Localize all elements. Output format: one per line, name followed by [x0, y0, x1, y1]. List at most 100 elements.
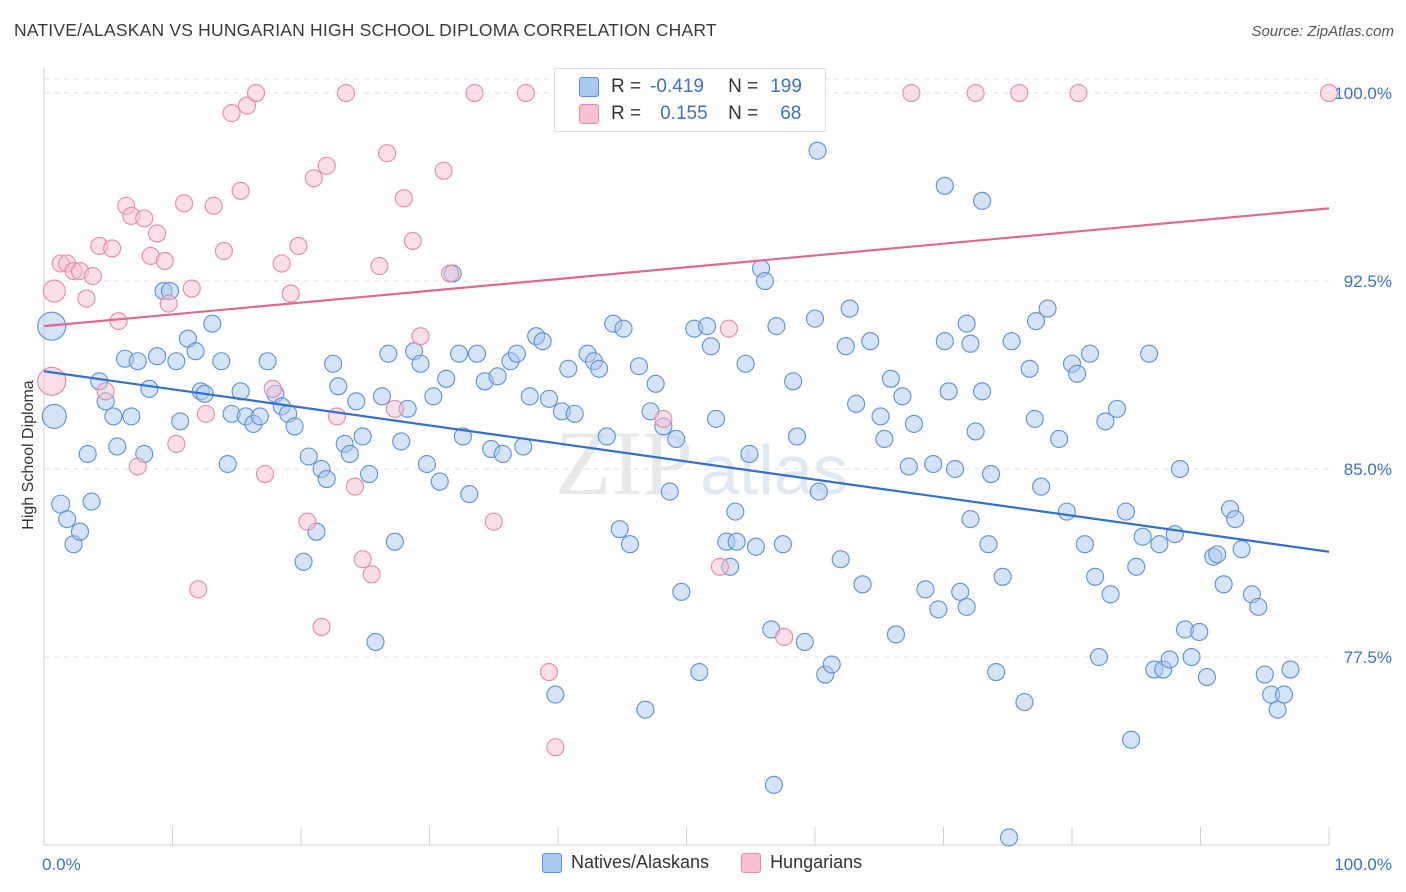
hungarians-point — [1010, 84, 1029, 103]
legend-row-natives: R = -0.419 N = 199 — [579, 74, 802, 100]
natives-point — [437, 369, 456, 388]
natives-point — [317, 470, 336, 489]
hungarians-point — [710, 557, 729, 576]
natives-point — [597, 427, 616, 446]
hungarians-point — [246, 84, 266, 103]
hungarians-swatch — [579, 104, 599, 124]
y-tick-label: 77.5% — [1344, 648, 1392, 667]
natives-point — [1002, 332, 1021, 351]
natives-point — [1133, 527, 1152, 546]
natives-point — [951, 582, 970, 601]
natives-point — [1249, 597, 1268, 616]
natives-point — [360, 464, 379, 484]
natives-point — [1089, 647, 1109, 667]
natives-point — [707, 409, 726, 428]
natives-point — [809, 482, 828, 501]
hungarians-point — [966, 84, 985, 103]
hungarians-point — [272, 254, 291, 273]
natives-point — [740, 444, 759, 464]
natives-point — [1140, 344, 1159, 363]
natives-point — [250, 407, 269, 426]
natives-point — [1025, 409, 1044, 428]
natives-point — [353, 427, 372, 446]
r-label: R = — [611, 103, 642, 124]
natives-point — [203, 314, 222, 333]
natives-point — [493, 444, 512, 464]
hungarians-point — [317, 156, 336, 175]
hungarians-point — [394, 189, 413, 208]
natives-point — [453, 427, 472, 446]
natives-point — [70, 522, 90, 541]
hungarians-point — [77, 289, 96, 308]
natives-point — [148, 347, 167, 366]
hungarians-point — [441, 264, 460, 283]
natives-point — [1068, 364, 1087, 383]
natives-point — [366, 632, 385, 652]
trend-lines — [43, 207, 1330, 553]
hungarians-point — [411, 327, 430, 346]
natives-point — [171, 412, 190, 431]
correlation-legend: R = -0.419 N = 199 R = 0.155 N = 68 — [554, 68, 826, 132]
natives-point — [746, 537, 765, 556]
hungarians-point — [327, 407, 347, 426]
hungarians-point — [312, 617, 331, 636]
natives-point — [565, 404, 584, 423]
hungarians-point — [378, 144, 397, 163]
hungarians-point — [204, 196, 223, 215]
natives-point — [324, 354, 343, 373]
natives-point — [430, 472, 449, 491]
natives-point — [620, 535, 640, 554]
natives-point — [871, 407, 890, 426]
hungarians-point — [336, 84, 356, 103]
natives-legend-swatch — [542, 852, 562, 873]
hungarians-legend-swatch — [741, 852, 762, 873]
natives-point — [1255, 665, 1274, 684]
natives-point — [1026, 312, 1046, 331]
natives-point — [981, 464, 1001, 484]
natives-point — [784, 372, 803, 391]
natives-point — [1127, 557, 1146, 576]
natives-point — [78, 444, 97, 464]
hungarians-point — [1069, 84, 1088, 103]
data-points — [37, 84, 1339, 847]
natives-point — [993, 567, 1012, 586]
hungarians-point — [42, 279, 66, 303]
natives-point — [935, 176, 954, 195]
natives-point — [736, 354, 755, 373]
natives-point — [488, 367, 507, 386]
hungarians-point — [222, 104, 241, 123]
legend-item-hungarians: Hungarians — [741, 852, 862, 873]
natives-point — [392, 432, 411, 451]
n-label: N = — [728, 76, 759, 97]
natives-point — [946, 459, 965, 479]
hungarians-point — [1319, 84, 1339, 103]
legend-row-hungarians: R = 0.155 N = 68 — [579, 101, 801, 127]
natives-point — [690, 663, 709, 682]
hungarians-point — [196, 404, 215, 423]
natives-point — [1160, 650, 1179, 669]
hungarians-point — [465, 84, 484, 103]
y-axis-title: High School Diploma — [20, 380, 37, 530]
hungarians-point — [83, 266, 102, 286]
natives-point — [840, 299, 859, 318]
n-value: 199 — [770, 76, 802, 97]
natives-point — [1232, 540, 1251, 559]
y-tick-label: 100.0% — [1334, 84, 1392, 103]
chart-title: NATIVE/ALASKAN VS HUNGARIAN HIGH SCHOOL … — [14, 20, 717, 40]
natives-point — [1268, 700, 1287, 719]
natives-point — [805, 309, 825, 328]
natives-point — [167, 352, 186, 371]
natives-point — [672, 582, 691, 601]
natives-point — [966, 422, 985, 441]
hungarians-point — [281, 284, 300, 303]
hungarians-point — [362, 565, 381, 584]
natives-point — [881, 369, 900, 388]
natives-point — [424, 387, 443, 406]
hungarians-point — [546, 738, 565, 757]
natives-point — [767, 317, 786, 336]
natives-point — [1038, 299, 1057, 318]
natives-point — [929, 600, 948, 619]
hungarians-point — [902, 84, 921, 103]
natives-point — [212, 352, 231, 371]
